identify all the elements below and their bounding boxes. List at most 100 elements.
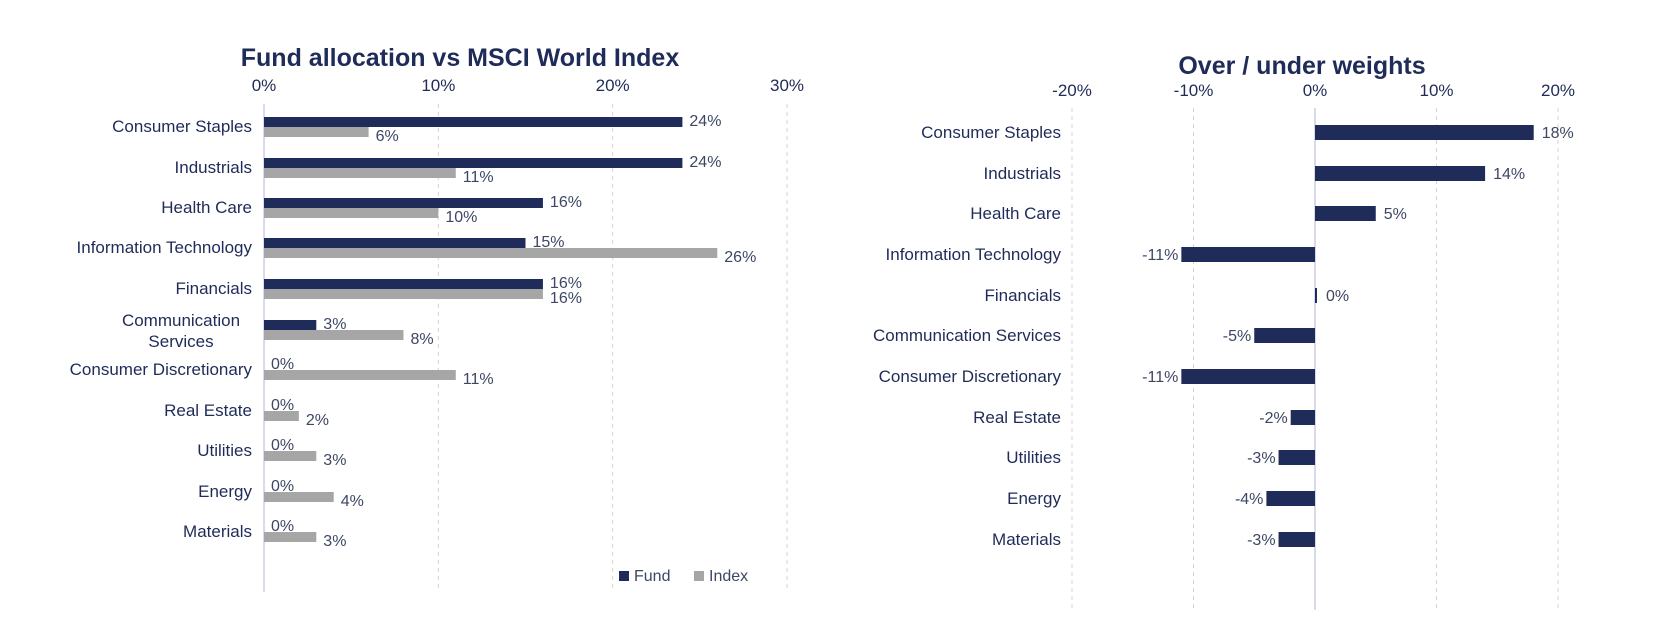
fund-value-label: 16%: [550, 275, 582, 292]
index-bar-financials: [264, 289, 543, 299]
category-label-line: Utilities: [197, 441, 252, 460]
weight-bar-financials: [1315, 288, 1317, 303]
fund-value-label: 24%: [689, 154, 721, 171]
fund-bar-consumer-staples: [264, 117, 683, 127]
fund-value-label: 0%: [271, 397, 294, 414]
right-tick-label: -10%: [1174, 81, 1214, 100]
right-tick-label: 20%: [1541, 81, 1575, 100]
over-under-weights-chart: Over / under weights -20% -10% 0% 10% 20% Co…: [873, 52, 1575, 610]
right-tick-label: 10%: [1419, 81, 1453, 100]
category-label-real-estate: Real Estate: [164, 401, 252, 420]
index-value-label: 4%: [341, 493, 364, 510]
category-label-utilities: Utilities: [1006, 448, 1061, 467]
category-label-information-technology: Information Technology: [886, 245, 1062, 264]
index-bar-materials: [264, 532, 317, 542]
category-label-health-care: Health Care: [161, 198, 252, 217]
category-label-financials: Financials: [175, 279, 252, 298]
index-value-label: 3%: [323, 452, 346, 469]
category-label-financials: Financials: [984, 286, 1061, 305]
weight-bar-energy: [1266, 491, 1315, 506]
right-chart-title: Over / under weights: [1178, 52, 1425, 80]
weight-value-label: -5%: [1223, 328, 1251, 345]
weight-value-label: 14%: [1493, 166, 1525, 183]
index-value-label: 3%: [323, 533, 346, 550]
weight-value-label: 18%: [1542, 125, 1574, 142]
index-value-label: 26%: [724, 249, 756, 266]
index-bar-consumer-staples: [264, 127, 369, 137]
category-label-line: Energy: [198, 482, 252, 501]
index-bar-utilities: [264, 451, 317, 461]
weight-bar-materials: [1278, 532, 1315, 547]
category-label-industrials: Industrials: [175, 158, 252, 177]
left-tick-label: 30%: [770, 76, 804, 95]
fund-bar-information-technology: [264, 238, 526, 248]
fund-value-label: 0%: [271, 478, 294, 495]
category-label-information-technology: Information Technology: [77, 238, 253, 257]
legend: Fund Index: [619, 568, 748, 585]
index-bar-industrials: [264, 168, 456, 178]
category-label-line: Information Technology: [77, 238, 253, 257]
category-label-materials: Materials: [183, 522, 252, 541]
weight-bar-utilities: [1278, 450, 1315, 465]
category-label-industrials: Industrials: [984, 164, 1061, 183]
weight-value-label: -3%: [1247, 532, 1275, 549]
weight-bar-health-care: [1315, 206, 1376, 221]
category-label-line: Consumer Staples: [112, 117, 252, 136]
fund-value-label: 24%: [689, 113, 721, 130]
legend-fund-swatch: [619, 571, 629, 581]
index-value-label: 11%: [463, 169, 494, 186]
category-label-materials: Materials: [992, 530, 1061, 549]
category-label-consumer-discretionary: Consumer Discretionary: [70, 360, 253, 379]
legend-index-label: Index: [709, 568, 748, 585]
fund-bar-health-care: [264, 198, 543, 208]
right-tick-label: -20%: [1052, 81, 1092, 100]
weight-bar-real-estate: [1290, 410, 1315, 425]
category-label-communication-services: Communication Services: [122, 311, 240, 351]
fund-value-label: 0%: [271, 356, 294, 373]
fund-value-label: 0%: [271, 437, 294, 454]
fund-value-label: 15%: [533, 234, 565, 251]
category-label-line: Health Care: [161, 198, 252, 217]
index-value-label: 10%: [445, 209, 477, 226]
category-label-communication-services: Communication Services: [873, 326, 1061, 345]
category-label-utilities: Utilities: [197, 441, 252, 460]
category-label-real-estate: Real Estate: [973, 408, 1061, 427]
left-tick-label: 10%: [421, 76, 455, 95]
weight-bar-industrials: [1315, 166, 1486, 181]
left-tick-label: 0%: [252, 76, 277, 95]
fund-bar-financials: [264, 279, 543, 289]
fund-bar-industrials: [264, 158, 683, 168]
weight-bar-consumer-staples: [1315, 125, 1534, 140]
index-bar-health-care: [264, 208, 439, 218]
index-value-label: 6%: [376, 128, 399, 145]
fund-bar-communication-services: [264, 320, 317, 330]
index-bar-real-estate: [264, 411, 299, 421]
weight-value-label: -4%: [1235, 491, 1263, 508]
category-label-line: Services: [148, 332, 213, 351]
category-label-consumer-staples: Consumer Staples: [112, 117, 252, 136]
weight-bar-consumer-discretionary: [1181, 369, 1315, 384]
index-value-label: 11%: [463, 371, 494, 388]
fund-value-label: 16%: [550, 194, 582, 211]
weight-value-label: -2%: [1259, 410, 1287, 427]
category-label-consumer-discretionary: Consumer Discretionary: [879, 367, 1062, 386]
index-value-label: 2%: [306, 412, 329, 429]
fund-vs-index-chart: Fund allocation vs MSCI World Index 0% 10…: [70, 44, 804, 592]
index-bar-communication-services: [264, 330, 404, 340]
index-bar-consumer-discretionary: [264, 370, 456, 380]
right-tick-label: 0%: [1303, 81, 1328, 100]
category-label-line: Financials: [175, 279, 252, 298]
weight-bar-communication-services: [1254, 328, 1315, 343]
index-bar-information-technology: [264, 248, 718, 258]
left-chart-title: Fund allocation vs MSCI World Index: [241, 44, 680, 72]
category-label-consumer-staples: Consumer Staples: [921, 123, 1061, 142]
category-label-health-care: Health Care: [970, 204, 1061, 223]
category-label-line: Materials: [183, 522, 252, 541]
weight-value-label: -3%: [1247, 450, 1275, 467]
weight-value-label: -11%: [1142, 369, 1178, 386]
fund-value-label: 0%: [271, 518, 294, 535]
category-label-line: Consumer Discretionary: [70, 360, 253, 379]
category-label-energy: Energy: [1007, 489, 1061, 508]
category-label-line: Industrials: [175, 158, 252, 177]
weight-value-label: 5%: [1384, 206, 1407, 223]
